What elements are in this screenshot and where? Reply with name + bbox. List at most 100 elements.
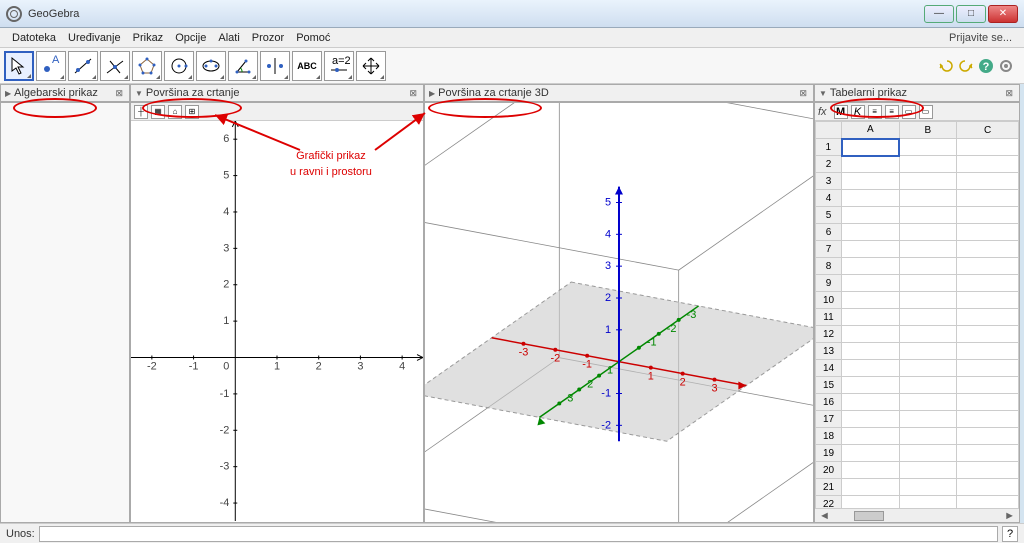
- cell[interactable]: [899, 309, 957, 326]
- cell[interactable]: [842, 462, 900, 479]
- cell[interactable]: [899, 224, 957, 241]
- row-header[interactable]: 14: [816, 360, 842, 377]
- redo-icon[interactable]: [958, 58, 974, 74]
- cell[interactable]: [957, 411, 1019, 428]
- cell[interactable]: [842, 360, 900, 377]
- row-header[interactable]: 13: [816, 343, 842, 360]
- menu-file[interactable]: Datoteka: [6, 30, 62, 46]
- row-header[interactable]: 19: [816, 445, 842, 462]
- row-header[interactable]: 22: [816, 496, 842, 509]
- graphics-2d-canvas[interactable]: -2-11234-4-3-2-11234560: [131, 121, 423, 521]
- column-header[interactable]: A: [842, 122, 900, 139]
- row-header[interactable]: 3: [816, 173, 842, 190]
- help-icon[interactable]: ?: [978, 58, 994, 74]
- cell[interactable]: [842, 173, 900, 190]
- close-icon[interactable]: ⊠: [1003, 88, 1015, 99]
- cell[interactable]: [957, 309, 1019, 326]
- cell[interactable]: [842, 394, 900, 411]
- cell[interactable]: [957, 173, 1019, 190]
- close-icon[interactable]: ⊠: [113, 88, 125, 99]
- maximize-button[interactable]: □: [956, 5, 986, 23]
- row-header[interactable]: 10: [816, 292, 842, 309]
- cell[interactable]: [842, 445, 900, 462]
- settings-icon[interactable]: [998, 58, 1014, 74]
- tool-move[interactable]: [4, 51, 34, 81]
- cell[interactable]: [842, 258, 900, 275]
- undo-icon[interactable]: [938, 58, 954, 74]
- close-icon[interactable]: ⊠: [797, 88, 809, 99]
- cell[interactable]: [842, 411, 900, 428]
- cell[interactable]: [899, 360, 957, 377]
- row-header[interactable]: 4: [816, 190, 842, 207]
- bold-button[interactable]: M: [834, 105, 848, 119]
- row-header[interactable]: 7: [816, 241, 842, 258]
- tool-polygon[interactable]: [132, 51, 162, 81]
- cell[interactable]: [957, 190, 1019, 207]
- cell[interactable]: [957, 241, 1019, 258]
- cell[interactable]: [842, 190, 900, 207]
- graphics-panel[interactable]: ┼ ▦ ⌂ ⊞ -2-11234-4-3-2-11234560: [130, 102, 424, 523]
- align-left-button[interactable]: ≡: [868, 105, 882, 119]
- input-field[interactable]: [39, 526, 998, 542]
- tool-slider[interactable]: a=2: [324, 51, 354, 81]
- cell[interactable]: [899, 207, 957, 224]
- cell[interactable]: [842, 496, 900, 509]
- column-header[interactable]: B: [899, 122, 957, 139]
- axes-toggle-icon[interactable]: ┼: [134, 105, 148, 119]
- cell[interactable]: [842, 309, 900, 326]
- cell[interactable]: [899, 343, 957, 360]
- cell[interactable]: [842, 377, 900, 394]
- cell[interactable]: [957, 207, 1019, 224]
- cell[interactable]: [899, 241, 957, 258]
- border-button[interactable]: ▭: [919, 105, 933, 119]
- cell[interactable]: [957, 139, 1019, 156]
- row-header[interactable]: 12: [816, 326, 842, 343]
- cell[interactable]: [842, 275, 900, 292]
- cell[interactable]: [957, 394, 1019, 411]
- cell[interactable]: [957, 496, 1019, 509]
- cell[interactable]: [899, 326, 957, 343]
- cell[interactable]: [899, 173, 957, 190]
- scroll-thumb[interactable]: [854, 511, 884, 521]
- cell[interactable]: [957, 479, 1019, 496]
- cell[interactable]: [899, 377, 957, 394]
- view-tab-algebra[interactable]: ▶ Algebarski prikaz ⊠: [0, 84, 130, 102]
- cell[interactable]: [899, 445, 957, 462]
- row-header[interactable]: 9: [816, 275, 842, 292]
- cell[interactable]: [957, 445, 1019, 462]
- row-header[interactable]: 6: [816, 224, 842, 241]
- cell[interactable]: [842, 326, 900, 343]
- row-header[interactable]: 15: [816, 377, 842, 394]
- tool-point[interactable]: A: [36, 51, 66, 81]
- close-button[interactable]: ✕: [988, 5, 1018, 23]
- row-header[interactable]: 2: [816, 156, 842, 173]
- cell[interactable]: [957, 462, 1019, 479]
- bg-color-button[interactable]: ▭: [902, 105, 916, 119]
- view-tab-spreadsheet[interactable]: ▼ Tabelarni prikaz ⊠: [814, 84, 1020, 102]
- cell[interactable]: [899, 479, 957, 496]
- cell[interactable]: [957, 275, 1019, 292]
- cell[interactable]: [842, 207, 900, 224]
- cell[interactable]: [957, 224, 1019, 241]
- cell[interactable]: [957, 360, 1019, 377]
- cell[interactable]: [899, 190, 957, 207]
- cell[interactable]: [957, 326, 1019, 343]
- menu-edit[interactable]: Uređivanje: [62, 30, 127, 46]
- cell[interactable]: [899, 462, 957, 479]
- cell[interactable]: [899, 411, 957, 428]
- minimize-button[interactable]: ―: [924, 5, 954, 23]
- tool-perpendicular[interactable]: [100, 51, 130, 81]
- row-header[interactable]: 11: [816, 309, 842, 326]
- row-header[interactable]: 18: [816, 428, 842, 445]
- view-tab-graphics3d[interactable]: ▶ Površina za crtanje 3D ⊠: [424, 84, 814, 102]
- tool-angle[interactable]: [228, 51, 258, 81]
- cell[interactable]: [957, 377, 1019, 394]
- home-icon[interactable]: ⌂: [168, 105, 182, 119]
- cell[interactable]: [957, 258, 1019, 275]
- scroll-right-icon[interactable]: ►: [1000, 510, 1019, 522]
- spreadsheet-grid[interactable]: ABC1234567891011121314151617181920212223: [815, 121, 1019, 508]
- close-icon[interactable]: ⊠: [407, 88, 419, 99]
- tool-reflect[interactable]: [260, 51, 290, 81]
- cell[interactable]: [899, 275, 957, 292]
- cell[interactable]: [842, 224, 900, 241]
